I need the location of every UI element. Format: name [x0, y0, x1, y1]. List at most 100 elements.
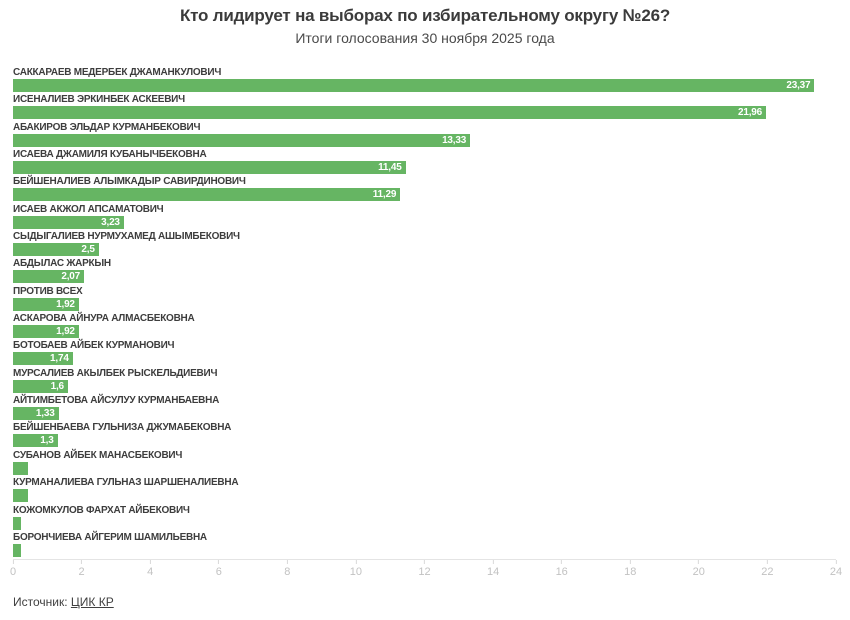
chart-row: ИСАЕВА ДЖАМИЛЯ КУБАНЫЧБЕКОВНА 11,45: [13, 148, 836, 175]
axis-tick: 10: [350, 560, 362, 578]
chart-row: ИСАЕВ АКЖОЛ АПСАМАТОВИЧ 3,23: [13, 203, 836, 230]
result-value: 21,96: [737, 107, 762, 119]
axis-tick-label: 24: [829, 566, 843, 578]
bar-chart: САККАРАЕВ МЕДЕРБЕК ДЖАМАНКУЛОВИЧ 23,37 ИСЕ…: [13, 66, 836, 558]
result-value: 3,23: [101, 216, 120, 228]
chart-header: Кто лидирует на выборах по избирательном…: [0, 6, 850, 46]
chart-row: САККАРАЕВ МЕДЕРБЕК ДЖАМАНКУЛОВИЧ 23,37: [13, 66, 836, 93]
result-bar[interactable]: 3,23: [13, 215, 124, 229]
result-value: 2,07: [61, 271, 80, 283]
candidate-name: ИСЕНАЛИЕВ ЭРКИНБЕК АСКЕЕВИЧ: [13, 94, 185, 106]
chart-title: Кто лидирует на выборах по избирательном…: [179, 6, 671, 25]
axis-tick-label: 16: [555, 566, 568, 578]
candidate-name: БЕЙШЕНАЛИЕВ АЛЫМКАДЫР САВИРДИНОВИЧ: [13, 176, 246, 188]
result-bar[interactable]: 1,92: [13, 325, 79, 339]
candidate-name: ИСАЕВА ДЖАМИЛЯ КУБАНЫЧБЕКОВНА: [13, 149, 207, 161]
chart-row: СУБАНОВ АЙБЕК МАНАСБЕКОВИЧ: [13, 449, 836, 476]
chart-row: ИСЕНАЛИЕВ ЭРКИНБЕК АСКЕЕВИЧ 21,96: [13, 93, 836, 120]
result-value: 11,29: [372, 189, 397, 201]
x-axis: 0 2 4 6 8 10 12 14 16 18 20 22 24: [10, 559, 842, 582]
candidate-name: ПРОТИВ ВСЕХ: [13, 285, 83, 297]
result-bar[interactable]: 1,6: [13, 379, 68, 393]
axis-tick: 24: [830, 560, 842, 578]
candidate-name: СЫДЫГАЛИЕВ НУРМУХАМЕД АШЫМБЕКОВИЧ: [13, 231, 240, 243]
candidate-name: КУРМАНАЛИЕВА ГУЛЬНАЗ ШАРШЕНАЛИЕВНА: [13, 477, 239, 489]
result-value: 1,33: [35, 408, 55, 420]
axis-tick-mark: [492, 560, 494, 564]
axis-tick-label: 6: [215, 566, 222, 578]
chart-row: БЕЙШЕНАЛИЕВ АЛЫМКАДЫР САВИРДИНОВИЧ 11,29: [13, 175, 836, 202]
chart-row: АСКАРОВА АЙНУРА АЛМАСБЕКОВНА 1,92: [13, 312, 836, 339]
chart-row: АЙТИМБЕТОВА АЙСУЛУУ КУРМАНБАЕВНА 1,33: [13, 394, 836, 421]
candidate-name: БОТОБАЕВ АЙБЕК КУРМАНОВИЧ: [13, 340, 175, 352]
axis-tick-label: 10: [349, 566, 363, 578]
axis-tick-label: 14: [486, 566, 500, 578]
candidate-name: КОЖОМКУЛОВ ФАРХАТ АЙБЕКОВИЧ: [13, 504, 190, 516]
result-bar[interactable]: 2,5: [13, 243, 99, 257]
axis-tick-mark: [561, 560, 563, 564]
result-value: 1,92: [56, 326, 75, 338]
chart-row: КОЖОМКУЛОВ ФАРХАТ АЙБЕКОВИЧ: [13, 504, 836, 531]
axis-tick-label: 4: [147, 566, 154, 578]
axis-tick-mark: [12, 560, 14, 564]
source-line: Источник: ЦИК КР: [13, 595, 114, 609]
source-prefix: Источник:: [13, 595, 71, 609]
axis-tick: 18: [624, 560, 636, 578]
result-value: 13,33: [442, 134, 467, 146]
axis-tick: 22: [761, 560, 774, 578]
result-bar[interactable]: 11,45: [13, 161, 406, 175]
source-link[interactable]: ЦИК КР: [70, 595, 114, 609]
result-bar[interactable]: 1,33: [13, 407, 59, 421]
axis-tick-label: 2: [78, 566, 85, 578]
axis-tick-mark: [149, 560, 151, 564]
result-value: 1,6: [50, 380, 65, 392]
result-bar[interactable]: [13, 489, 29, 503]
axis-tick-label: 22: [761, 566, 774, 578]
chart-row: БЕЙШЕНБАЕВА ГУЛЬНИЗА ДЖУМАБЕКОВНА 1,3: [13, 421, 836, 448]
candidate-name: ИСАЕВ АКЖОЛ АПСАМАТОВИЧ: [13, 203, 164, 215]
result-bar[interactable]: 11,29: [13, 188, 401, 202]
chart-row: АБДЫЛАС ЖАРКЫН 2,07: [13, 257, 836, 284]
result-bar[interactable]: 23,37: [13, 79, 815, 92]
result-bar[interactable]: 1,74: [13, 352, 73, 366]
axis-tick-mark: [629, 560, 631, 564]
chart-row: ПРОТИВ ВСЕХ 1,92: [13, 285, 836, 312]
axis-tick-label: 18: [624, 566, 637, 578]
chart-row: МУРСАЛИЕВ АКЫЛБЕК РЫСКЕЛЬДИЕВИЧ 1,6: [13, 367, 836, 394]
axis-tick: 14: [487, 560, 499, 578]
result-value: 1,74: [50, 353, 69, 365]
candidate-name: БОРОНЧИЕВА АЙГЕРИМ ШАМИЛЬЕВНА: [13, 531, 207, 543]
chart-row: КУРМАНАЛИЕВА ГУЛЬНАЗ ШАРШЕНАЛИЕВНА: [13, 476, 836, 503]
candidate-name: МУРСАЛИЕВ АКЫЛБЕК РЫСКЕЛЬДИЕВИЧ: [13, 367, 218, 379]
candidate-name: СУБАНОВ АЙБЕК МАНАСБЕКОВИЧ: [13, 449, 183, 461]
result-bar[interactable]: 21,96: [13, 106, 766, 120]
axis-tick: 16: [556, 560, 568, 578]
result-bar[interactable]: 1,3: [13, 434, 58, 448]
axis-tick: 2: [79, 560, 85, 578]
axis-tick-mark: [698, 560, 700, 564]
result-bar[interactable]: 13,33: [13, 133, 471, 147]
axis-tick-mark: [766, 560, 768, 564]
axis-tick-mark: [355, 560, 357, 564]
result-value: 1,3: [40, 435, 54, 447]
axis-tick-mark: [286, 560, 288, 564]
candidate-name: САККАРАЕВ МЕДЕРБЕК ДЖАМАНКУЛОВИЧ: [13, 67, 222, 78]
result-value: 1,92: [56, 298, 75, 310]
result-bar[interactable]: 1,92: [13, 297, 79, 311]
result-bar[interactable]: [13, 461, 29, 475]
axis-tick-label: 8: [284, 566, 291, 578]
result-bar[interactable]: [13, 543, 21, 557]
result-value: 2,5: [81, 244, 95, 256]
axis-tick-mark: [81, 560, 83, 564]
candidate-name: БЕЙШЕНБАЕВА ГУЛЬНИЗА ДЖУМАБЕКОВНА: [13, 422, 232, 434]
result-bar[interactable]: [13, 516, 21, 530]
axis-tick: 4: [147, 560, 153, 578]
result-bar[interactable]: 2,07: [13, 270, 84, 284]
chart-row: СЫДЫГАЛИЕВ НУРМУХАМЕД АШЫМБЕКОВИЧ 2,5: [13, 230, 836, 257]
candidate-name: АСКАРОВА АЙНУРА АЛМАСБЕКОВНА: [13, 313, 195, 325]
chart-row: АБАКИРОВ ЭЛЬДАР КУРМАНБЕКОВИЧ 13,33: [13, 121, 836, 148]
candidate-name: АБАКИРОВ ЭЛЬДАР КУРМАНБЕКОВИЧ: [13, 121, 201, 133]
result-value: 23,37: [786, 80, 811, 91]
axis-tick-label: 20: [692, 566, 705, 578]
axis-tick-mark: [424, 560, 425, 564]
